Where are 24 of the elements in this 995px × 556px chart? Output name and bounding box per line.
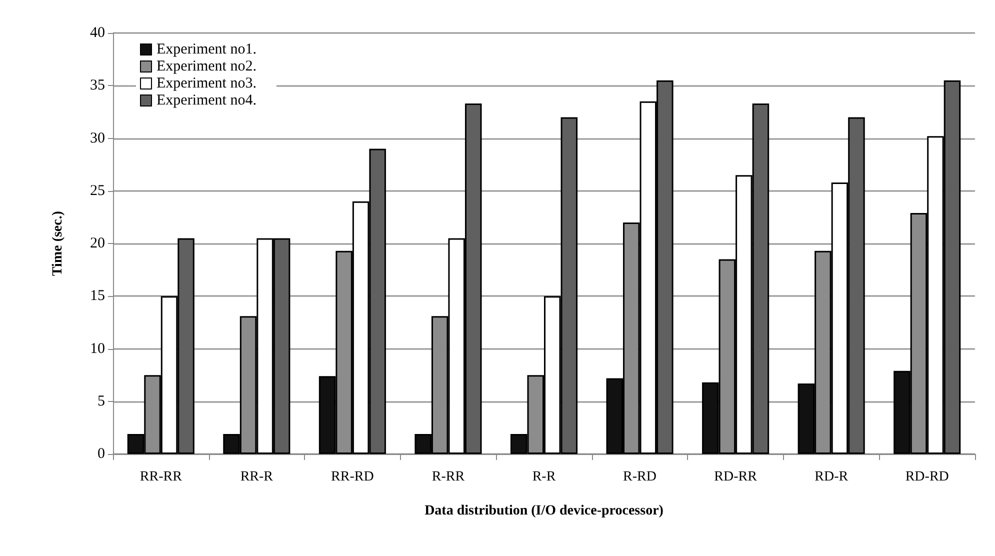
y-tick-label: 20 xyxy=(90,236,105,252)
legend-label: Experiment no2. xyxy=(156,58,256,74)
x-tick-label: RR-RR xyxy=(140,470,183,484)
x-tick-label: RR-R xyxy=(240,470,274,484)
x-tick-label: RD-RD xyxy=(905,470,949,484)
y-tick-label: 0 xyxy=(98,446,105,462)
y-tick-label: 30 xyxy=(90,130,105,146)
y-tick-label: 15 xyxy=(90,288,105,304)
x-tick-label: RD-RR xyxy=(714,470,758,484)
x-tick-label: R-R xyxy=(532,470,556,484)
y-tick-label: 40 xyxy=(90,25,105,41)
x-tick-label: R-RR xyxy=(432,470,466,484)
y-axis-title: Time (sec.) xyxy=(50,210,66,276)
x-tick-label: RR-RD xyxy=(331,470,374,484)
x-tick-label: R-RD xyxy=(623,470,657,484)
legend-label: Experiment no1. xyxy=(156,42,256,58)
x-tick-label: RD-R xyxy=(814,470,849,484)
y-tick-label: 35 xyxy=(90,78,105,94)
legend-label: Experiment no4. xyxy=(156,92,256,108)
x-axis-title: Data distribution (I/O device-processor) xyxy=(424,504,664,518)
legend-label: Experiment no3. xyxy=(156,76,256,92)
y-tick-label: 5 xyxy=(98,393,105,410)
y-tick-label: 25 xyxy=(90,182,105,199)
y-tick-label: 10 xyxy=(90,340,105,357)
